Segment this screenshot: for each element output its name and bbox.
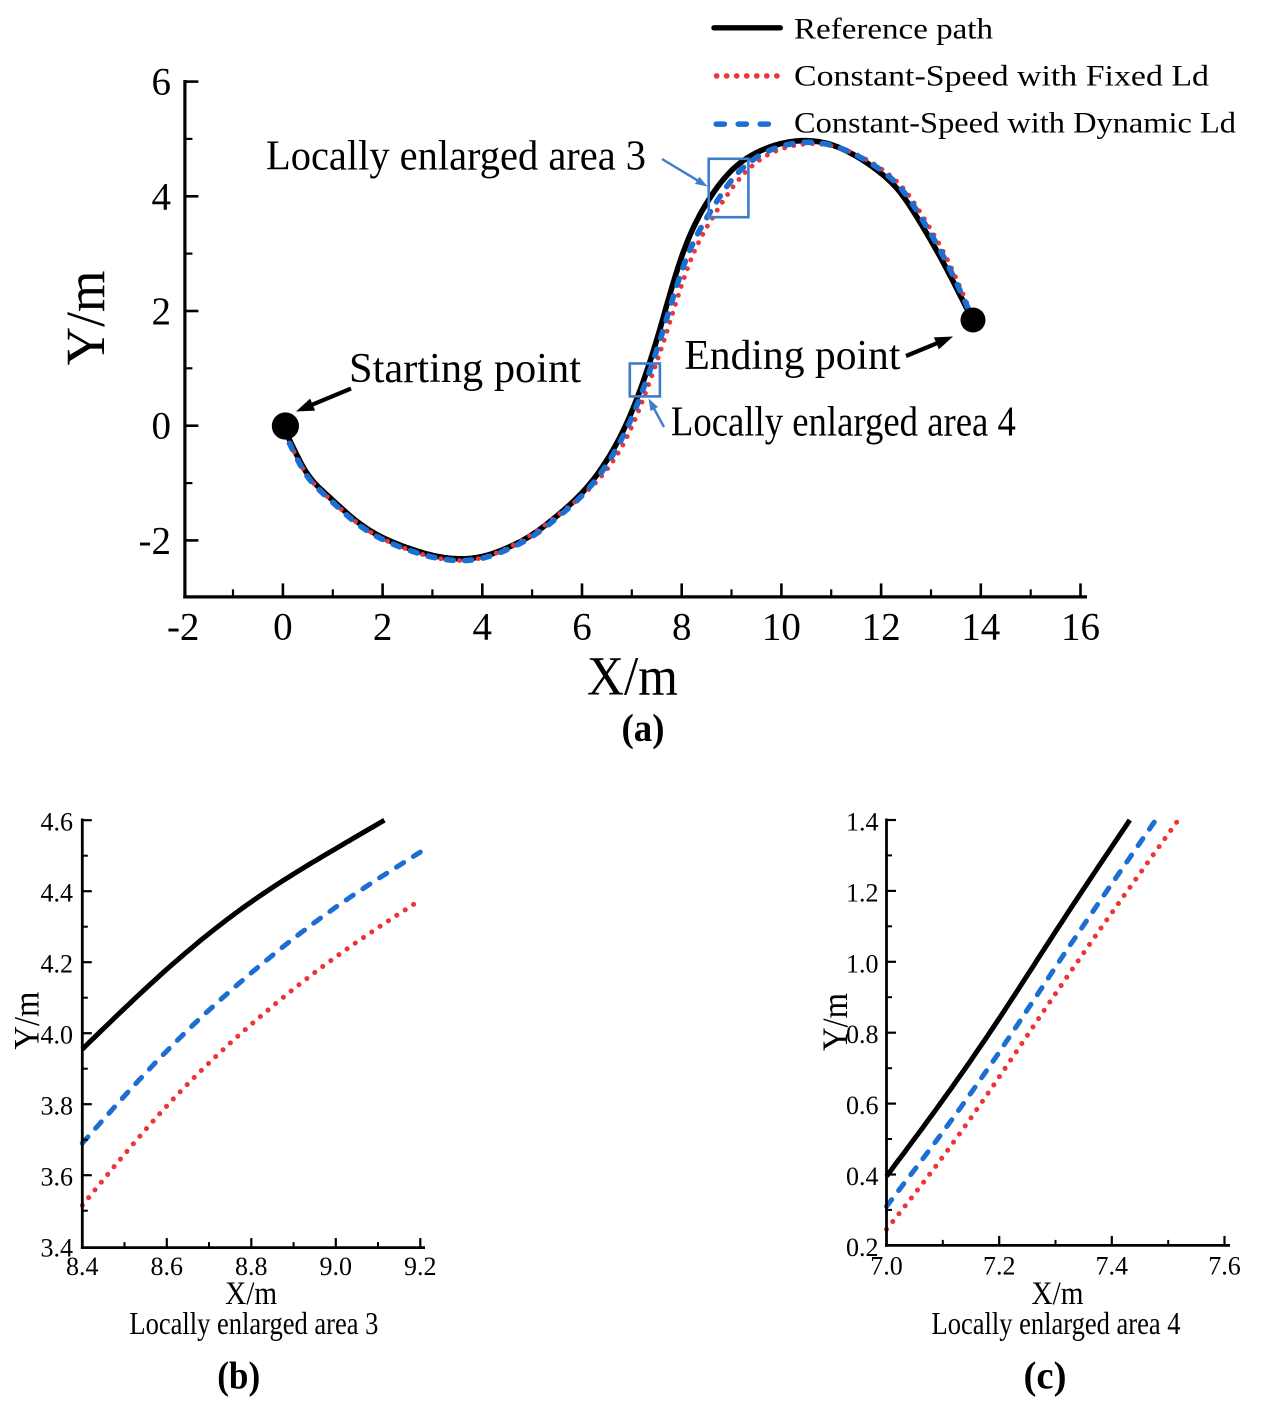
svg-text:4: 4 (473, 605, 493, 648)
svg-text:Locally enlarged area 3: Locally enlarged area 3 (266, 134, 646, 180)
svg-text:(a): (a) (622, 707, 665, 750)
svg-text:0.2: 0.2 (846, 1233, 879, 1262)
svg-text:3.6: 3.6 (41, 1163, 74, 1192)
svg-text:7.4: 7.4 (1096, 1252, 1129, 1281)
svg-text:0.4: 0.4 (846, 1162, 879, 1191)
svg-text:16: 16 (1061, 605, 1100, 648)
svg-text:0.8: 0.8 (846, 1020, 879, 1049)
svg-text:1.4: 1.4 (846, 808, 879, 837)
svg-text:Constant-Speed with Fixed Ld: Constant-Speed with Fixed Ld (794, 59, 1209, 92)
svg-text:4.4: 4.4 (41, 879, 74, 908)
svg-text:1.0: 1.0 (846, 949, 879, 978)
svg-text:Constant-Speed with Dynamic Ld: Constant-Speed with Dynamic Ld (794, 106, 1236, 139)
svg-text:X/m: X/m (1032, 1276, 1084, 1312)
svg-text:0.6: 0.6 (846, 1091, 879, 1120)
svg-text:X/m: X/m (225, 1276, 277, 1312)
svg-text:-2: -2 (167, 605, 200, 648)
svg-text:3.4: 3.4 (41, 1234, 74, 1263)
svg-text:6: 6 (152, 61, 172, 104)
svg-text:14: 14 (961, 605, 1000, 648)
svg-text:8: 8 (672, 605, 692, 648)
svg-text:2: 2 (152, 290, 172, 333)
svg-text:8.4: 8.4 (66, 1252, 99, 1281)
svg-text:9.2: 9.2 (404, 1252, 437, 1281)
svg-text:10: 10 (762, 605, 801, 648)
svg-text:Y/m: Y/m (55, 271, 116, 366)
svg-text:3.8: 3.8 (41, 1092, 74, 1121)
svg-text:Locally enlarged area 3: Locally enlarged area 3 (129, 1305, 378, 1341)
svg-text:6: 6 (572, 605, 592, 648)
svg-text:7.6: 7.6 (1208, 1252, 1241, 1281)
svg-text:1.2: 1.2 (846, 878, 879, 907)
svg-text:Ending point: Ending point (684, 333, 900, 379)
svg-text:4: 4 (152, 175, 172, 218)
svg-text:2: 2 (373, 605, 393, 648)
svg-text:4.0: 4.0 (41, 1021, 74, 1050)
svg-text:8.6: 8.6 (151, 1252, 184, 1281)
svg-text:9.0: 9.0 (320, 1252, 353, 1281)
svg-text:Starting point: Starting point (349, 346, 581, 392)
svg-text:X/m: X/m (587, 646, 678, 707)
svg-text:4.6: 4.6 (41, 808, 74, 837)
svg-text:Y/m: Y/m (815, 993, 855, 1051)
svg-text:-2: -2 (139, 519, 172, 562)
svg-text:7.2: 7.2 (983, 1252, 1016, 1281)
svg-text:Locally enlarged area 4: Locally enlarged area 4 (932, 1305, 1181, 1341)
svg-text:Y/m: Y/m (7, 992, 47, 1050)
svg-text:7.0: 7.0 (870, 1252, 903, 1281)
svg-text:8.8: 8.8 (235, 1252, 268, 1281)
svg-text:0: 0 (152, 405, 172, 448)
svg-text:0: 0 (273, 605, 293, 648)
svg-text:(c): (c) (1024, 1355, 1067, 1398)
svg-text:(b): (b) (217, 1355, 260, 1398)
svg-text:Locally enlarged area 4: Locally enlarged area 4 (671, 400, 1016, 446)
svg-text:12: 12 (862, 605, 901, 648)
svg-text:4.2: 4.2 (41, 950, 74, 979)
svg-text:Reference path: Reference path (794, 12, 993, 45)
